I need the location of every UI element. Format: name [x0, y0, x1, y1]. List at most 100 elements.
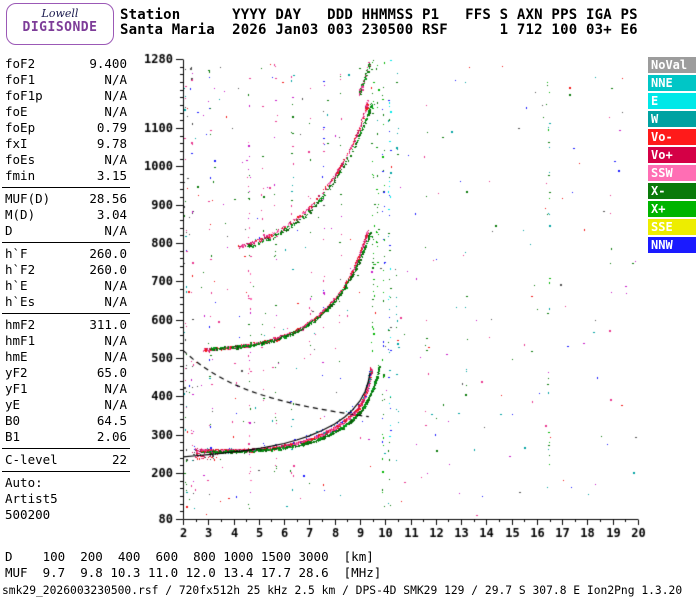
param-label: 500200 [5, 507, 51, 522]
param-row-fmin: fmin 3.15 [2, 168, 130, 184]
legend-item-nne: NNE [648, 75, 696, 91]
param-value: N/A [104, 349, 127, 364]
param-label: B0 [5, 413, 21, 428]
param-value: 9.400 [89, 56, 127, 71]
param-value: N/A [104, 333, 127, 348]
param-label: hmF1 [5, 333, 36, 348]
param-row-d: D N/A [2, 223, 130, 239]
param-label: h`E [5, 278, 28, 293]
parameter-group: h`F 260.0 h`F2 260.0 h`E N/A h`Es N/A [2, 245, 130, 314]
param-value: N/A [104, 152, 127, 167]
param-value: 22 [111, 452, 127, 467]
param-value: 260.0 [89, 262, 127, 277]
legend-item-vo: Vo- [648, 129, 696, 145]
legend: NoVal NNE E W Vo- Vo+ SSW X- X+ SSE NNW [648, 57, 696, 255]
param-row-artist5: Artist5 [2, 491, 130, 507]
param-label: Auto: [5, 475, 43, 490]
parameter-group: foF2 9.400 foF1 N/A foF1p N/A foE N/A foEp 0.79 fx… [2, 55, 130, 188]
param-value: 65.0 [96, 365, 127, 380]
param-row-auto: Auto: [2, 475, 130, 491]
param-label: MUF(D) [5, 191, 51, 206]
param-row-hmf2: hmF2 311.0 [2, 317, 130, 333]
param-row-md: M(D) 3.04 [2, 207, 130, 223]
param-label: yF2 [5, 365, 28, 380]
param-row-fxi: fxI 9.78 [2, 136, 130, 152]
param-value: 260.0 [89, 246, 127, 261]
param-label: Artist5 [5, 491, 58, 506]
param-row-ye: yE N/A [2, 397, 130, 413]
param-label: h`F2 [5, 262, 36, 277]
param-label: fmin [5, 168, 36, 183]
param-row-foe: foE N/A [2, 104, 130, 120]
param-row-hme: hmE N/A [2, 349, 130, 365]
param-value: 2.06 [96, 429, 127, 444]
param-value: 9.78 [96, 136, 127, 151]
parameter-group: Auto: Artist5 500200 [2, 474, 130, 526]
param-label: foF1 [5, 72, 36, 87]
param-value: N/A [104, 381, 127, 396]
param-row-yf2: yF2 65.0 [2, 365, 130, 381]
param-label: foF1p [5, 88, 43, 103]
parameter-panel: foF2 9.400 foF1 N/A foF1p N/A foE N/A foEp 0.79 fx… [2, 55, 130, 528]
legend-item-x: X- [648, 183, 696, 199]
param-value: N/A [104, 88, 127, 103]
legend-item-vo: Vo+ [648, 147, 696, 163]
param-row-foes: foEs N/A [2, 152, 130, 168]
param-row-mufd: MUF(D) 28.56 [2, 191, 130, 207]
legend-item-nnw: NNW [648, 237, 696, 253]
param-value: 311.0 [89, 317, 127, 332]
param-label: C-level [5, 452, 58, 467]
param-value: N/A [104, 223, 127, 238]
param-row-hmf1: hmF1 N/A [2, 333, 130, 349]
param-label: h`Es [5, 294, 36, 309]
param-label: foE [5, 104, 28, 119]
param-value: N/A [104, 72, 127, 87]
param-value: 0.79 [96, 120, 127, 135]
header-station-values: Santa Maria 2026 Jan03 003 230500 RSF 1 … [120, 22, 638, 38]
param-label: M(D) [5, 207, 36, 222]
distance-row: D 100 200 400 600 800 1000 1500 3000 [km… [5, 549, 374, 564]
param-value: 64.5 [96, 413, 127, 428]
param-row-fof2: foF2 9.400 [2, 56, 130, 72]
param-row-b0: B0 64.5 [2, 413, 130, 429]
param-label: D [5, 223, 13, 238]
digisonde-logo: Lowell DIGISONDE [6, 3, 114, 45]
param-label: foEs [5, 152, 36, 167]
param-value: N/A [104, 397, 127, 412]
param-label: hmF2 [5, 317, 36, 332]
param-label: foF2 [5, 56, 36, 71]
file-info-footer: smk29_2026003230500.rsf / 720fx512h 25 k… [2, 584, 683, 597]
param-label: yE [5, 397, 21, 412]
param-row-he: h`E N/A [2, 278, 130, 294]
parameter-group: hmF2 311.0 hmF1 N/A hmE N/A yF2 65.0 yF1 N/A yE N/A… [2, 316, 130, 449]
param-row-b1: B1 2.06 [2, 429, 130, 445]
param-label: yF1 [5, 381, 28, 396]
legend-item-w: W [648, 111, 696, 127]
station-header: Station YYYY DAY DDD HHMMSS P1 FFS S AXN… [120, 8, 638, 38]
param-row-hf: h`F 260.0 [2, 246, 130, 262]
param-label: B1 [5, 429, 21, 444]
header-column-titles: Station YYYY DAY DDD HHMMSS P1 FFS S AXN… [120, 7, 638, 23]
param-row-clevel: C-level 22 [2, 452, 130, 468]
param-value: 3.15 [96, 168, 127, 183]
legend-item-e: E [648, 93, 696, 109]
muf-distance-table: D 100 200 400 600 800 1000 1500 3000 [km… [5, 549, 381, 580]
param-label: hmE [5, 349, 28, 364]
parameter-group: C-level 22 [2, 451, 130, 472]
param-row-fof1p: foF1p N/A [2, 88, 130, 104]
param-value: N/A [104, 278, 127, 293]
param-row-hf2: h`F2 260.0 [2, 262, 130, 278]
param-value: N/A [104, 104, 127, 119]
param-row-hes: h`Es N/A [2, 294, 130, 310]
param-label: foEp [5, 120, 36, 135]
param-value: N/A [104, 294, 127, 309]
param-row-foep: foEp 0.79 [2, 120, 130, 136]
param-row-yf1: yF1 N/A [2, 381, 130, 397]
logo-lowell-text: Lowell [41, 7, 79, 20]
param-value: 3.04 [96, 207, 127, 222]
muf-row: MUF 9.7 9.8 10.3 11.0 12.0 13.4 17.7 28.… [5, 564, 382, 580]
param-label: h`F [5, 246, 28, 261]
legend-item-x: X+ [648, 201, 696, 217]
legend-item-sse: SSE [648, 219, 696, 235]
